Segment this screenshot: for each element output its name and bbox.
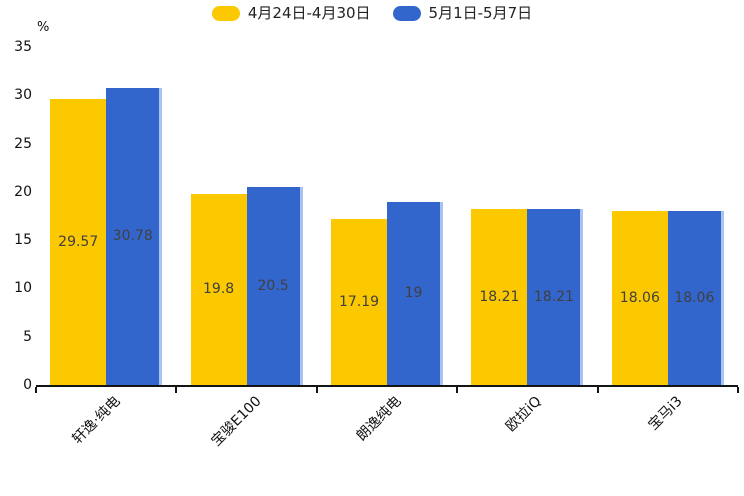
- x-axis-tick: [737, 387, 739, 393]
- bar-series-1-category-1: 20.5: [246, 187, 303, 385]
- legend-swatch-icon: [392, 6, 421, 21]
- x-axis-label-2: 朗逸纯电: [353, 393, 405, 445]
- x-axis-label-4: 宝马i3: [645, 393, 686, 434]
- bar-series-1-category-4: 18.06: [667, 210, 724, 385]
- x-axis-tick: [175, 387, 178, 393]
- bar-series-1-category-0: 30.78: [106, 87, 163, 385]
- bar-value-label: 19: [404, 285, 423, 302]
- legend-item-series-0[interactable]: 4月24日-4月30日: [211, 4, 371, 22]
- chart-legend: 4月24日-4月30日 5月1日-5月7日: [0, 6, 744, 21]
- bar-group-4: 18.06 18.06: [598, 47, 738, 385]
- x-axis-label-0: 轩逸·纯电: [69, 393, 124, 448]
- y-axis-tick-label: 0: [23, 377, 32, 393]
- y-axis-unit-label: %: [37, 20, 50, 35]
- bar-group-1: 19.8 20.5: [176, 47, 316, 385]
- x-axis-label-1: 宝骏E100: [207, 393, 265, 450]
- bar-series-0-category-2: 17.19: [331, 219, 388, 385]
- y-axis-tick-label: 10: [14, 280, 32, 297]
- legend-label: 5月1日-5月7日: [428, 4, 533, 22]
- bar-value-label: 29.57: [58, 234, 99, 251]
- bar-series-0-category-1: 19.8: [190, 193, 247, 385]
- legend-item-series-1[interactable]: 5月1日-5月7日: [392, 4, 533, 22]
- bar-series-1-category-3: 18.21: [527, 209, 584, 385]
- bar-value-label: 30.78: [112, 228, 153, 245]
- bar-value-label: 20.5: [257, 278, 289, 295]
- y-axis-tick-label: 5: [23, 328, 32, 345]
- x-axis-tick: [315, 387, 318, 393]
- y-axis-tick-label: 25: [14, 135, 32, 152]
- bar-value-label: 19.8: [203, 281, 235, 298]
- bar-series-0-category-4: 18.06: [611, 210, 668, 385]
- bar-series-1-category-2: 19: [387, 201, 444, 385]
- bar-value-label: 18.06: [674, 289, 715, 306]
- x-axis-label-3: 欧拉iQ: [503, 393, 545, 435]
- bar-series-0-category-0: 29.57: [50, 99, 107, 385]
- x-axis-tick: [35, 387, 37, 393]
- plot-area: 29.57 30.78 19.8 20.5 17.19 19 18.21 18.21 18.06…: [35, 47, 739, 393]
- x-axis-tick: [596, 387, 599, 393]
- y-axis-tick-label: 20: [14, 183, 32, 200]
- bar-value-label: 18.06: [619, 289, 660, 306]
- bar-series-0-category-3: 18.21: [471, 209, 528, 385]
- bar-groups: 29.57 30.78 19.8 20.5 17.19 19 18.21 18.21 18.06…: [36, 47, 738, 385]
- legend-swatch-icon: [211, 6, 240, 21]
- bar-value-label: 18.21: [533, 289, 574, 306]
- y-axis-tick-label: 15: [14, 232, 32, 249]
- bar-group-0: 29.57 30.78: [36, 47, 176, 385]
- legend-label: 4月24日-4月30日: [247, 4, 371, 22]
- x-axis-tick: [456, 387, 459, 393]
- bar-value-label: 18.21: [479, 289, 520, 306]
- bar-group-2: 17.19 19: [317, 47, 457, 385]
- y-axis-tick-label: 30: [14, 87, 32, 104]
- bar-group-3: 18.21 18.21: [457, 47, 597, 385]
- bar-value-label: 17.19: [338, 294, 380, 310]
- y-axis-tick-label: 35: [14, 39, 32, 55]
